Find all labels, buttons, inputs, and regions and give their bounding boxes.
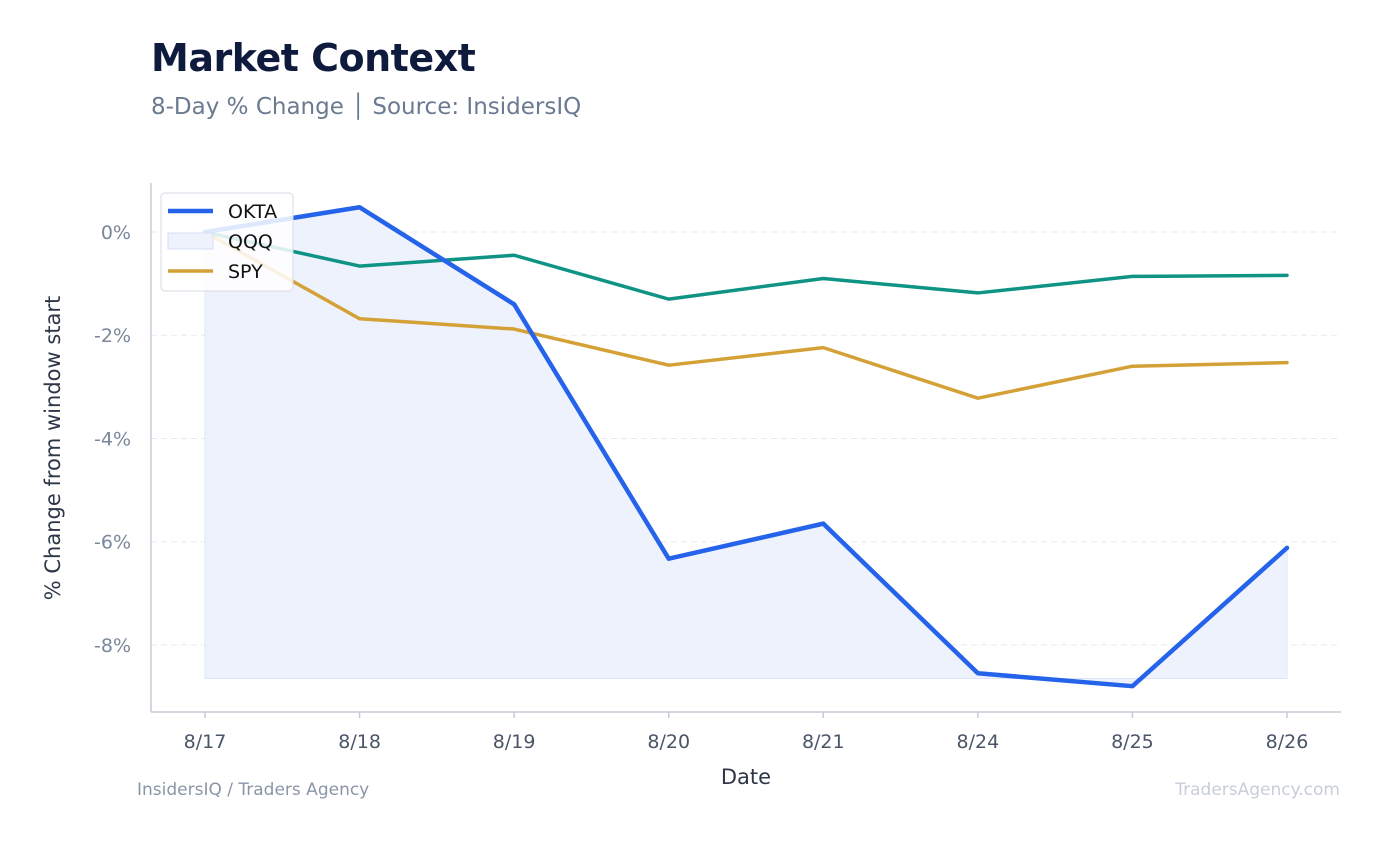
y-tick-label: -6% [94,532,131,554]
x-tick-label: 8/25 [1111,731,1154,753]
y-tick-label: -2% [94,325,131,347]
legend: OKTA QQQ SPY [160,192,294,292]
y-axis-label: % Change from window start [41,296,65,601]
x-tick-label: 8/17 [184,731,227,753]
chart-subtitle: 8-Day % Change │ Source: InsidersIQ [151,94,582,120]
chart-title: Market Context [151,36,476,80]
x-axis-label: Date [721,765,771,789]
legend-label-spy: SPY [228,261,263,283]
legend-label-okta: OKTA [228,201,277,223]
legend-swatch-qqq [167,232,214,250]
x-tick-label: 8/21 [802,731,845,753]
okta-area-fill [204,206,1288,687]
tick-layer: 0% -2% -4% -6% -8% 8/17 8/18 8/19 8/20 8/21 8/24 8/… [94,222,1308,753]
legend-box [160,192,294,292]
y-tick-label: -4% [94,428,131,450]
axis-layer [150,183,1341,718]
x-tick-label: 8/26 [1266,731,1309,753]
x-tick-label: 8/19 [493,731,536,753]
series-line-okta [202,205,1290,689]
x-tick-label: 8/24 [957,731,1000,753]
series-line-spy [203,230,1289,400]
legend-label-qqq: QQQ [228,231,273,253]
footer-credit: InsidersIQ / Traders Agency [137,780,370,800]
series-line-qqq [203,230,1289,301]
y-tick-label: -8% [94,635,131,657]
footer-site: TradersAgency.com [1175,780,1340,800]
series-layer [202,205,1290,689]
fill-layer [204,206,1288,687]
y-tick-label: 0% [101,222,131,244]
x-tick-label: 8/20 [647,731,690,753]
x-tick-label: 8/18 [338,731,381,753]
